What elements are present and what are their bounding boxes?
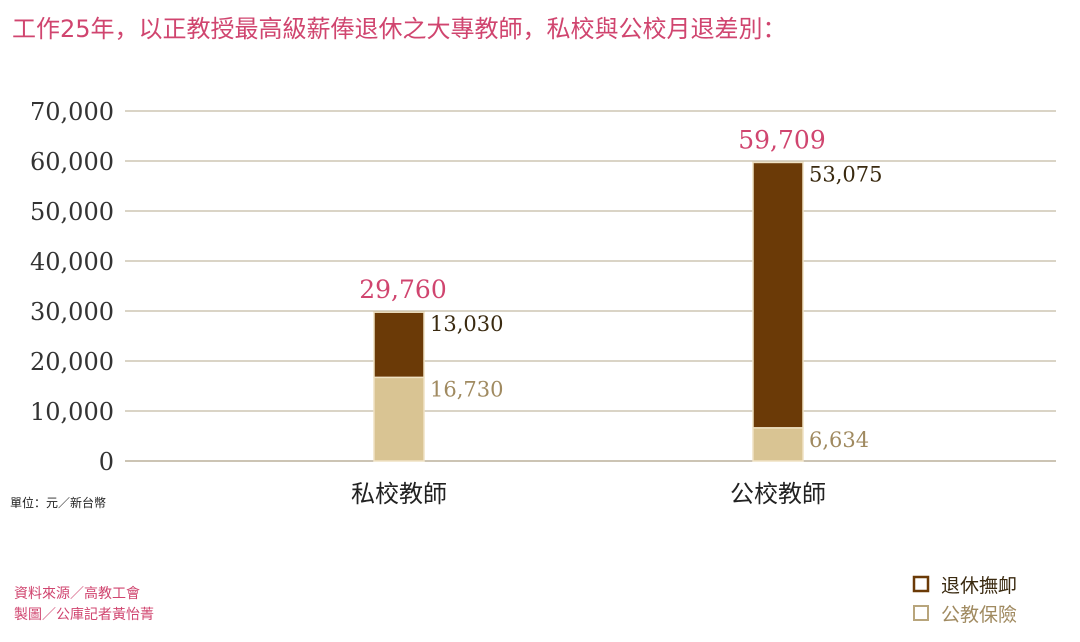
legend: 退休撫卹 公教保險	[912, 575, 1017, 626]
y-tick-label: 70,000	[30, 98, 114, 126]
y-tick-label: 40,000	[30, 248, 114, 276]
total-label: 59,709	[738, 125, 825, 154]
y-tick-label: 0	[99, 448, 114, 476]
y-tick-label: 20,000	[30, 348, 114, 376]
source-line-1: 資料來源／高教工會	[14, 585, 140, 602]
y-tick-label: 30,000	[30, 298, 114, 326]
category-label: 公校教師	[730, 480, 826, 508]
y-axis-tick-labels: 0 10,000 20,000 30,000 40,000 50,000 60,000 70,…	[30, 98, 114, 476]
bar-labels: 16,730 13,030 29,760 6,634 53,075 59,709	[359, 125, 882, 451]
y-tick-label: 60,000	[30, 148, 114, 176]
bars	[373, 161, 804, 462]
data-label-retirement: 53,075	[809, 162, 882, 186]
legend-label-insurance: 公教保險	[941, 604, 1017, 626]
unit-label: 單位：元／新台幣	[10, 495, 106, 510]
legend-swatch-retirement	[912, 575, 930, 593]
data-label-retirement: 13,030	[430, 312, 503, 336]
y-tick-label: 50,000	[30, 198, 114, 226]
bar-segment-insurance	[373, 376, 425, 462]
category-labels: 私校教師 公校教師	[351, 480, 826, 508]
data-label-insurance: 6,634	[809, 428, 869, 452]
data-label-insurance: 16,730	[430, 377, 503, 401]
gridlines	[125, 110, 1056, 462]
total-label: 29,760	[359, 275, 446, 304]
legend-label-retirement: 退休撫卹	[941, 575, 1017, 597]
y-tick-label: 10,000	[30, 398, 114, 426]
source-line-2: 製圖／公庫記者黃怡菁	[14, 606, 154, 623]
chart-title: 工作25年，以正教授最高級薪俸退休之大專教師，私校與公校月退差別：	[12, 15, 787, 43]
bar-segment-retirement	[752, 161, 804, 429]
legend-swatch-insurance	[913, 605, 929, 621]
bar-segment-insurance	[752, 427, 804, 462]
category-label: 私校教師	[351, 480, 447, 508]
bar-segment-retirement	[373, 311, 425, 379]
